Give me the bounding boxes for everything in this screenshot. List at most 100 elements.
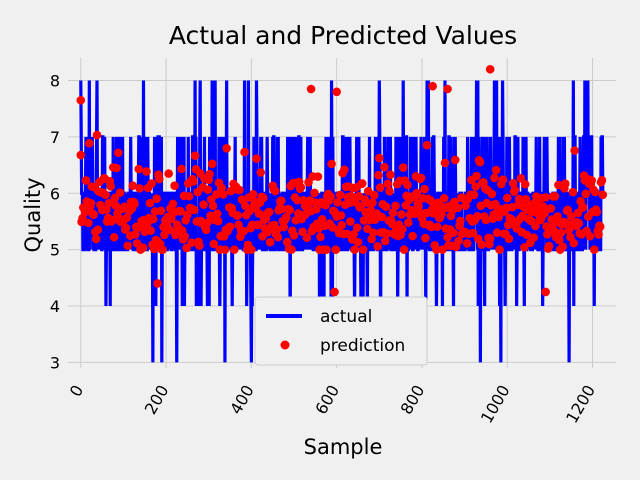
y-axis-label: Quality — [21, 177, 45, 252]
prediction-point — [589, 245, 599, 254]
series-actual — [79, 80, 605, 363]
prediction-point — [397, 210, 406, 219]
prediction-point — [487, 189, 497, 199]
prediction-point — [130, 199, 139, 208]
prediction-point — [154, 174, 164, 184]
prediction-point — [516, 174, 526, 183]
prediction-point — [182, 243, 191, 253]
prediction-point — [330, 287, 339, 297]
prediction-point — [76, 150, 86, 160]
prediction-point — [373, 242, 382, 251]
prediction-point — [560, 179, 570, 189]
prediction-point — [273, 232, 283, 242]
prediction-point — [498, 175, 508, 184]
prediction-point — [568, 187, 578, 197]
prediction-point — [529, 233, 538, 242]
prediction-point — [86, 199, 96, 208]
prediction-point — [190, 151, 200, 160]
prediction-point — [316, 232, 325, 242]
prediction-point — [176, 206, 185, 216]
prediction-point — [108, 215, 117, 225]
prediction-point — [158, 245, 167, 254]
prediction-point — [385, 187, 394, 196]
prediction-point — [122, 213, 132, 223]
series-prediction — [76, 64, 608, 297]
prediction-point — [597, 176, 607, 185]
prediction-point — [112, 163, 121, 173]
prediction-point — [350, 245, 359, 254]
prediction-point — [310, 188, 319, 198]
prediction-point — [456, 216, 465, 226]
prediction-point — [279, 222, 289, 232]
prediction-point — [147, 179, 156, 188]
x-tick-label: 200 — [141, 382, 173, 418]
prediction-point — [80, 207, 90, 217]
x-tick-label: 400 — [226, 382, 258, 418]
y-tick-label: 8 — [50, 72, 60, 91]
prediction-point — [391, 201, 400, 211]
prediction-point — [416, 173, 426, 183]
prediction-point — [222, 144, 231, 153]
prediction-point — [594, 230, 603, 239]
prediction-point — [298, 227, 307, 237]
prediction-point — [358, 245, 368, 254]
prediction-point — [540, 208, 550, 218]
prediction-point — [189, 205, 199, 215]
prediction-point — [240, 147, 249, 157]
prediction-point — [165, 225, 174, 234]
prediction-point — [585, 231, 595, 241]
prediction-point — [427, 222, 436, 232]
prediction-point — [208, 201, 218, 211]
prediction-point — [428, 81, 437, 91]
prediction-point — [349, 229, 359, 239]
prediction-point — [212, 209, 222, 218]
prediction-point — [152, 194, 161, 203]
series-line-actual — [79, 80, 605, 363]
prediction-point — [381, 202, 391, 212]
prediction-point — [287, 245, 296, 254]
prediction-point — [326, 192, 336, 201]
prediction-point — [115, 188, 125, 197]
prediction-point — [453, 203, 463, 213]
prediction-point — [342, 229, 352, 239]
prediction-point — [412, 188, 422, 198]
prediction-point — [177, 164, 186, 174]
prediction-point — [415, 207, 424, 216]
prediction-point — [247, 245, 256, 254]
prediction-point — [490, 173, 499, 183]
prediction-point — [404, 218, 413, 227]
prediction-point — [485, 64, 495, 74]
prediction-point — [461, 201, 470, 210]
prediction-point — [587, 176, 596, 185]
prediction-point — [225, 222, 235, 231]
prediction-point — [508, 179, 518, 188]
prediction-point — [491, 165, 501, 175]
prediction-point — [421, 233, 430, 243]
prediction-point — [311, 205, 321, 214]
prediction-point — [289, 231, 299, 240]
y-tick-label: 3 — [50, 353, 60, 372]
prediction-point — [304, 178, 313, 187]
prediction-point — [433, 222, 442, 232]
prediction-point — [306, 84, 316, 94]
prediction-point — [475, 157, 485, 167]
prediction-point — [233, 211, 243, 220]
prediction-point — [253, 220, 263, 230]
prediction-point — [282, 237, 292, 247]
prediction-point — [544, 241, 554, 251]
prediction-point — [382, 229, 392, 238]
prediction-point — [333, 198, 342, 207]
prediction-point — [187, 238, 196, 247]
prediction-point — [195, 241, 204, 250]
x-tick-label: 0 — [66, 382, 88, 400]
prediction-point — [380, 236, 390, 246]
prediction-point — [520, 242, 529, 252]
prediction-point — [592, 207, 602, 217]
prediction-point — [145, 198, 155, 208]
prediction-point — [293, 195, 302, 205]
prediction-point — [336, 211, 346, 220]
prediction-point — [353, 237, 363, 247]
prediction-point — [437, 209, 446, 219]
prediction-point — [270, 186, 280, 196]
prediction-point — [471, 182, 480, 191]
